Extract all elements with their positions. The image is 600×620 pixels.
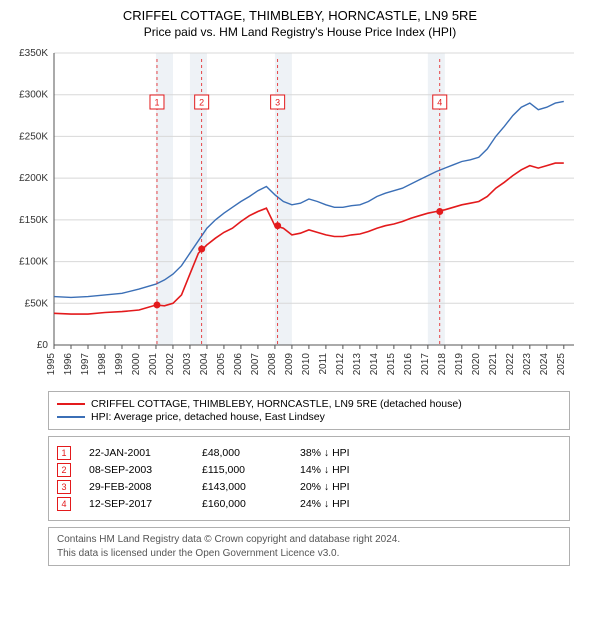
svg-text:2017: 2017: [420, 353, 431, 376]
svg-text:1998: 1998: [97, 353, 108, 376]
row-date: 29-FEB-2008: [89, 481, 184, 493]
legend-label: CRIFFEL COTTAGE, THIMBLEBY, HORNCASTLE, …: [91, 398, 462, 410]
row-diff: 24% ↓ HPI: [300, 498, 390, 510]
row-date: 22-JAN-2001: [89, 447, 184, 459]
row-diff: 14% ↓ HPI: [300, 464, 390, 476]
legend-item: CRIFFEL COTTAGE, THIMBLEBY, HORNCASTLE, …: [57, 398, 561, 410]
svg-text:2006: 2006: [233, 353, 244, 376]
svg-text:4: 4: [437, 98, 442, 108]
legend-swatch: [57, 403, 85, 405]
row-diff: 20% ↓ HPI: [300, 481, 390, 493]
svg-text:£350K: £350K: [19, 48, 48, 59]
svg-text:2001: 2001: [148, 353, 159, 376]
row-price: £143,000: [202, 481, 282, 493]
svg-text:2003: 2003: [182, 353, 193, 376]
sales-table: 1 22-JAN-2001 £48,000 38% ↓ HPI 2 08-SEP-2003…: [48, 436, 570, 521]
row-marker: 2: [57, 463, 71, 477]
svg-text:£200K: £200K: [19, 173, 48, 184]
svg-text:2020: 2020: [471, 353, 482, 376]
legend: CRIFFEL COTTAGE, THIMBLEBY, HORNCASTLE, …: [48, 391, 570, 430]
price-chart: £0 £50K £100K £150K £200K £250K £300K £350K 1995…: [8, 45, 592, 385]
row-marker: 1: [57, 446, 71, 460]
table-row: 2 08-SEP-2003 £115,000 14% ↓ HPI: [57, 463, 561, 477]
svg-text:£250K: £250K: [19, 131, 48, 142]
svg-text:1995: 1995: [46, 353, 57, 376]
svg-text:2: 2: [199, 98, 204, 108]
svg-text:2004: 2004: [199, 353, 210, 376]
svg-text:£0: £0: [37, 340, 49, 351]
row-price: £160,000: [202, 498, 282, 510]
svg-text:£150K: £150K: [19, 215, 48, 226]
svg-text:2019: 2019: [454, 353, 465, 376]
row-date: 08-SEP-2003: [89, 464, 184, 476]
svg-text:1997: 1997: [80, 353, 91, 376]
svg-text:2010: 2010: [301, 353, 312, 376]
table-row: 4 12-SEP-2017 £160,000 24% ↓ HPI: [57, 497, 561, 511]
row-date: 12-SEP-2017: [89, 498, 184, 510]
row-marker: 4: [57, 497, 71, 511]
row-price: £48,000: [202, 447, 282, 459]
svg-text:£50K: £50K: [25, 298, 49, 309]
row-diff: 38% ↓ HPI: [300, 447, 390, 459]
svg-text:2018: 2018: [437, 353, 448, 376]
chart-subtitle: Price paid vs. HM Land Registry's House …: [8, 25, 592, 39]
chart-container: CRIFFEL COTTAGE, THIMBLEBY, HORNCASTLE, …: [0, 0, 600, 574]
svg-text:2014: 2014: [369, 353, 380, 376]
svg-text:3: 3: [275, 98, 280, 108]
legend-item: HPI: Average price, detached house, East…: [57, 411, 561, 423]
svg-text:2016: 2016: [403, 353, 414, 376]
row-price: £115,000: [202, 464, 282, 476]
svg-text:£300K: £300K: [19, 90, 48, 101]
svg-text:2005: 2005: [216, 353, 227, 376]
chart-title: CRIFFEL COTTAGE, THIMBLEBY, HORNCASTLE, …: [8, 8, 592, 23]
svg-text:2022: 2022: [505, 353, 516, 376]
legend-swatch: [57, 416, 85, 418]
svg-text:2024: 2024: [539, 353, 550, 376]
svg-text:£100K: £100K: [19, 257, 48, 268]
license-notice: Contains HM Land Registry data © Crown c…: [48, 527, 570, 566]
table-row: 1 22-JAN-2001 £48,000 38% ↓ HPI: [57, 446, 561, 460]
svg-text:2000: 2000: [131, 353, 142, 376]
svg-text:2025: 2025: [556, 353, 567, 376]
svg-text:2012: 2012: [335, 353, 346, 376]
svg-text:2011: 2011: [318, 353, 329, 375]
row-marker: 3: [57, 480, 71, 494]
svg-text:2013: 2013: [352, 353, 363, 376]
svg-text:2007: 2007: [250, 353, 261, 376]
svg-text:1999: 1999: [114, 353, 125, 376]
svg-text:2008: 2008: [267, 353, 278, 376]
svg-text:2015: 2015: [386, 353, 397, 376]
svg-text:2021: 2021: [488, 353, 499, 376]
legend-label: HPI: Average price, detached house, East…: [91, 411, 325, 423]
svg-text:2002: 2002: [165, 353, 176, 376]
license-line: Contains HM Land Registry data © Crown c…: [57, 533, 561, 547]
table-row: 3 29-FEB-2008 £143,000 20% ↓ HPI: [57, 480, 561, 494]
svg-text:2023: 2023: [522, 353, 533, 376]
svg-text:1: 1: [154, 98, 159, 108]
svg-text:1996: 1996: [63, 353, 74, 376]
license-line: This data is licensed under the Open Gov…: [57, 547, 561, 561]
svg-text:2009: 2009: [284, 353, 295, 376]
